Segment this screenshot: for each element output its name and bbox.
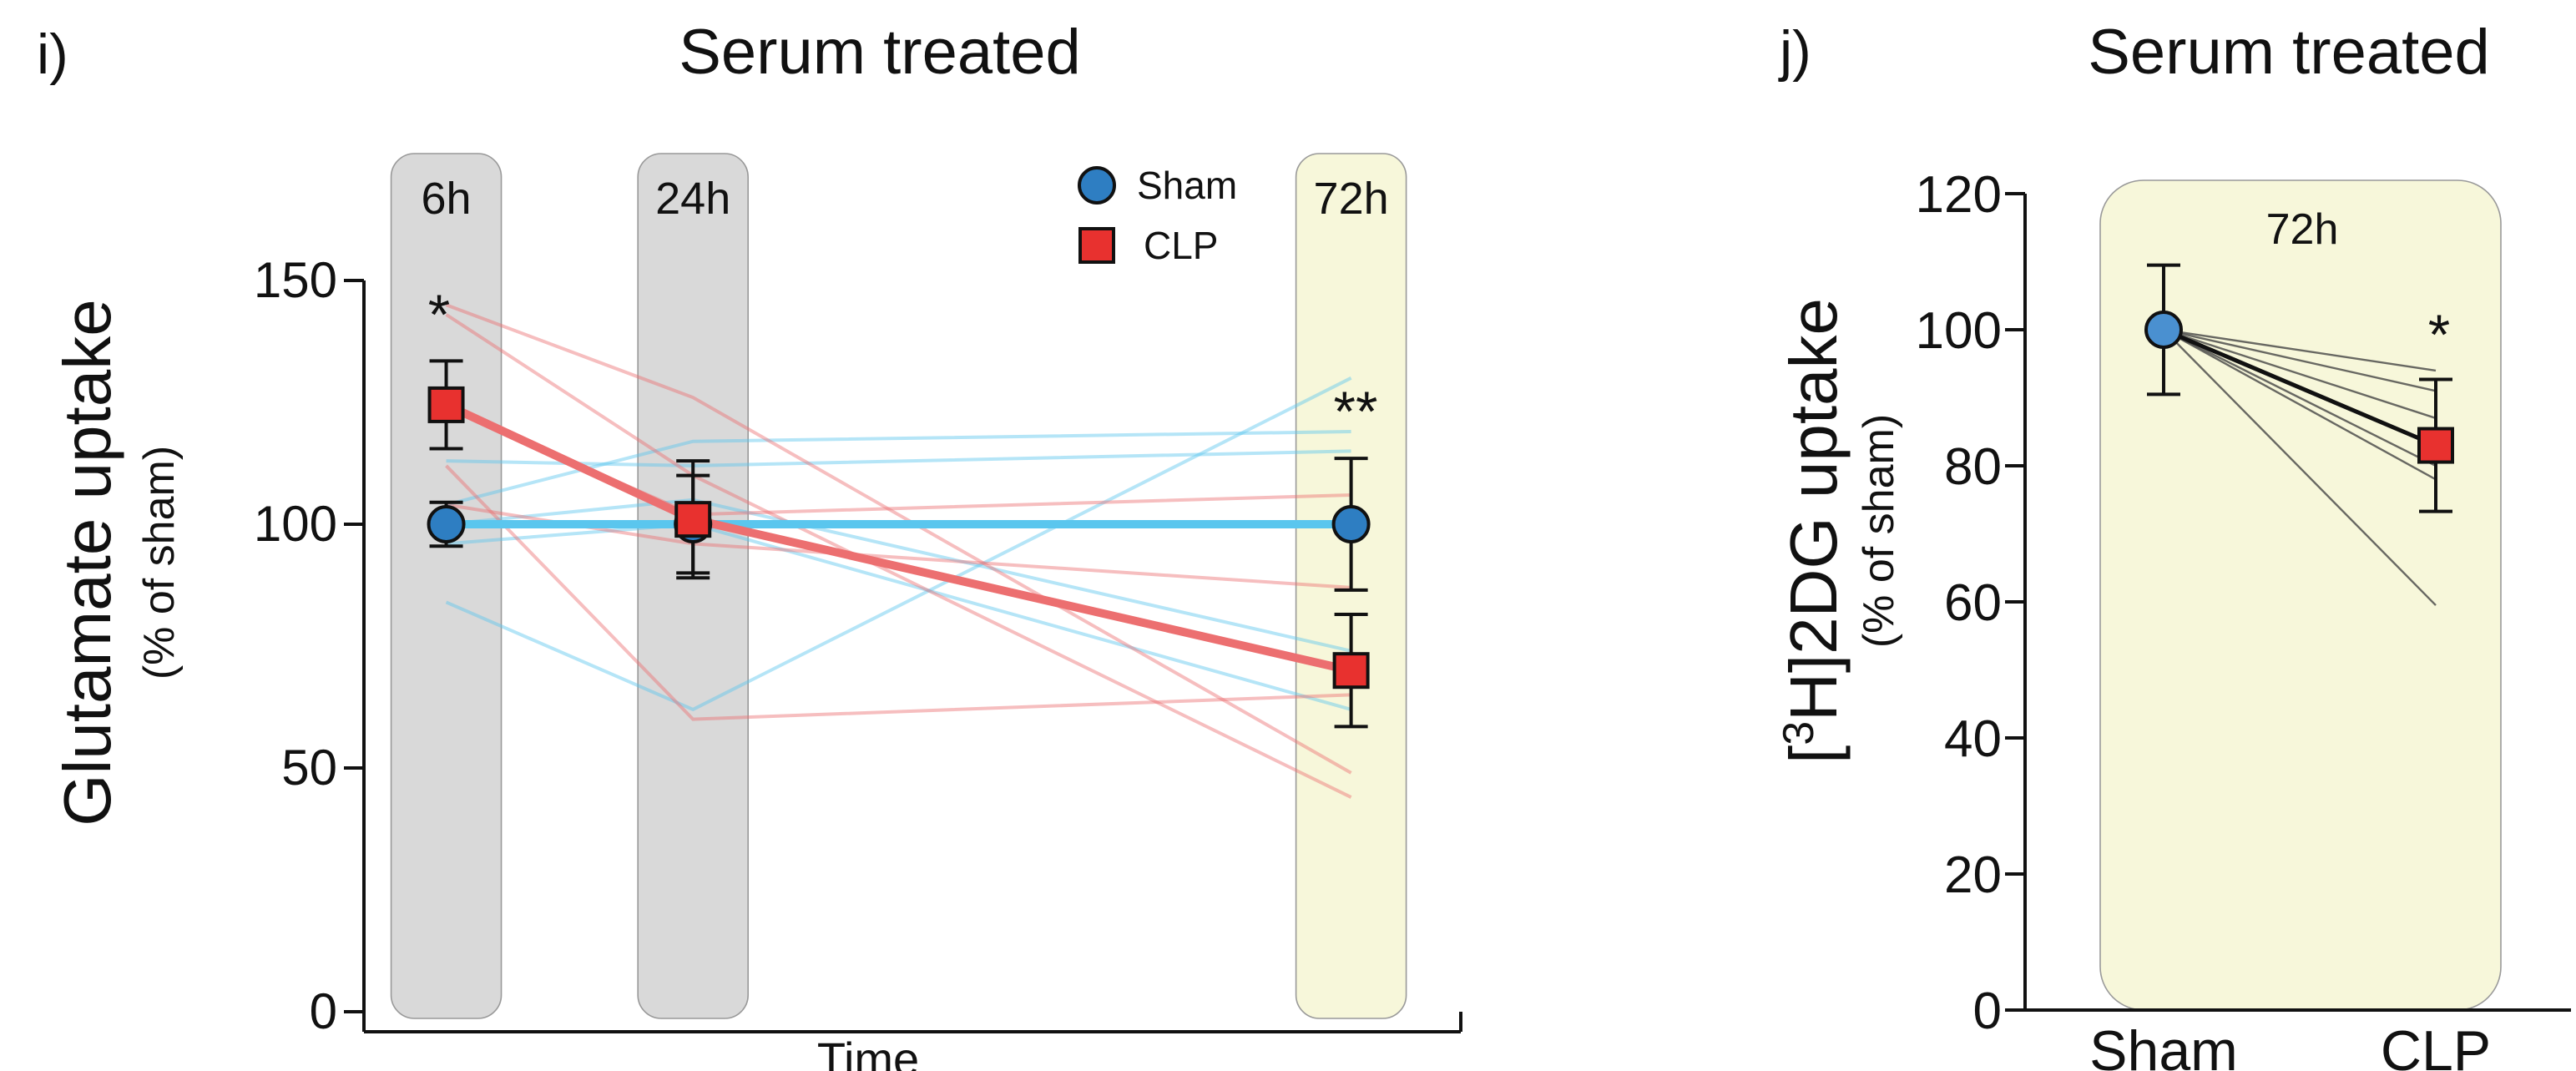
individual-line — [445, 464, 1351, 721]
legend-marker — [1078, 227, 1115, 264]
x-tick-label: Sham — [2089, 1019, 2238, 1071]
individual-line — [2163, 328, 2437, 392]
data-point — [1332, 652, 1370, 690]
y-axis-label: [3H]2DG uptake — [1775, 298, 1851, 764]
data-point — [427, 505, 466, 543]
x-tick-label: CLP — [2381, 1019, 2491, 1071]
significance-mark: * — [428, 283, 450, 346]
data-point — [1331, 505, 1371, 543]
individual-line — [2163, 328, 2437, 372]
significance-mark: ** — [1334, 380, 1378, 443]
significance-mark: * — [2428, 303, 2450, 366]
band-label: 6h — [422, 174, 472, 224]
individual-line — [2163, 328, 2437, 467]
individual-line — [445, 376, 1352, 712]
band-label: 24h — [655, 174, 730, 224]
y-tick-label: 100 — [254, 496, 337, 552]
legend-marker — [1078, 166, 1116, 205]
y-tick-label: 0 — [1973, 983, 2002, 1040]
y-tick-label: 150 — [254, 252, 337, 308]
legend-label: Sham — [1137, 164, 1237, 207]
mean-line — [2163, 327, 2437, 447]
y-tick-label: 20 — [1944, 846, 2002, 904]
band-label: 72h — [2266, 205, 2339, 254]
y-tick-label: 80 — [1944, 438, 2002, 496]
y-axis-label: Glutamate uptake — [50, 299, 124, 826]
y-tick-label: 40 — [1944, 710, 2002, 768]
chart-title: Serum treated — [2088, 17, 2490, 88]
time-band — [390, 153, 503, 1019]
individual-line — [2163, 328, 2437, 420]
individual-line — [2163, 328, 2437, 481]
y-tick-label: 60 — [1944, 574, 2002, 632]
y-axis-label-part: H]2DG uptake — [1776, 298, 1851, 721]
y-axis-sublabel: (% of sham) — [135, 446, 184, 679]
band-label: 72h — [1314, 174, 1389, 224]
y-tick-label: 0 — [310, 983, 337, 1039]
y-tick-label: 120 — [1916, 166, 2002, 224]
data-point — [674, 501, 712, 538]
y-tick-label: 50 — [281, 740, 337, 796]
y-tick-label: 100 — [1916, 302, 2002, 360]
legend-label: CLP — [1144, 224, 1218, 267]
y-axis-label-part: 3 — [1775, 721, 1823, 745]
chart-title: Serum treated — [679, 17, 1081, 88]
individual-line — [446, 522, 1352, 711]
individual-line — [2163, 329, 2437, 606]
panel-label: i) — [37, 23, 68, 86]
data-point — [2417, 427, 2454, 464]
y-axis-label-part: [ — [1776, 745, 1851, 764]
y-axis-sublabel: (% of sham) — [1855, 414, 1903, 648]
individual-line — [445, 303, 1352, 775]
individual-line — [446, 430, 1351, 507]
time-band — [637, 153, 750, 1019]
data-point — [2144, 311, 2183, 349]
panel-label: j) — [1778, 19, 1811, 83]
data-point — [427, 386, 465, 423]
x-axis-label: Time — [817, 1033, 919, 1071]
